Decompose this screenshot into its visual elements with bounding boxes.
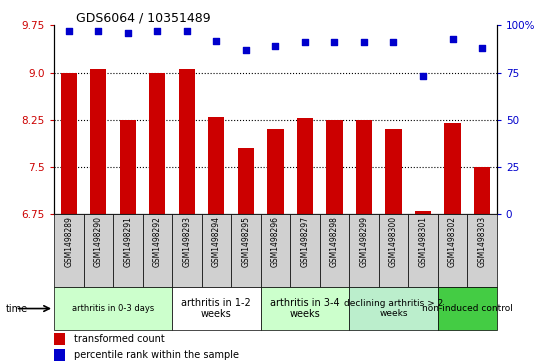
Point bbox=[448, 36, 457, 41]
Text: GSM1498297: GSM1498297 bbox=[300, 216, 309, 267]
Text: transformed count: transformed count bbox=[74, 334, 165, 344]
Point bbox=[360, 40, 368, 45]
Text: GSM1498301: GSM1498301 bbox=[418, 216, 428, 267]
Point bbox=[418, 73, 427, 79]
Text: GSM1498295: GSM1498295 bbox=[241, 216, 251, 267]
Text: GSM1498299: GSM1498299 bbox=[360, 216, 368, 267]
Point bbox=[94, 28, 103, 34]
Bar bbox=[54, 333, 65, 345]
Bar bbox=[290, 214, 320, 287]
Point bbox=[271, 43, 280, 49]
Text: GSM1498294: GSM1498294 bbox=[212, 216, 221, 267]
Bar bbox=[143, 214, 172, 287]
Point bbox=[301, 40, 309, 45]
Bar bbox=[297, 118, 313, 214]
Bar bbox=[349, 214, 379, 287]
Bar bbox=[467, 214, 497, 287]
Bar bbox=[172, 214, 201, 287]
Bar bbox=[474, 167, 490, 214]
Point bbox=[241, 47, 250, 53]
Bar bbox=[326, 120, 342, 214]
Text: GDS6064 / 10351489: GDS6064 / 10351489 bbox=[76, 11, 211, 24]
Point bbox=[124, 30, 132, 36]
Text: GSM1498298: GSM1498298 bbox=[330, 216, 339, 267]
Bar bbox=[408, 214, 438, 287]
Bar bbox=[261, 214, 290, 287]
Bar bbox=[238, 148, 254, 214]
Bar bbox=[149, 73, 165, 214]
Bar bbox=[386, 129, 402, 214]
Bar bbox=[349, 287, 438, 330]
Bar bbox=[444, 123, 461, 214]
Bar bbox=[60, 73, 77, 214]
Bar bbox=[379, 214, 408, 287]
Point bbox=[183, 28, 191, 34]
Bar bbox=[120, 120, 136, 214]
Text: GSM1498291: GSM1498291 bbox=[123, 216, 132, 267]
Bar bbox=[172, 287, 261, 330]
Bar bbox=[356, 120, 372, 214]
Bar bbox=[415, 211, 431, 214]
Text: GSM1498293: GSM1498293 bbox=[183, 216, 191, 267]
Text: GSM1498296: GSM1498296 bbox=[271, 216, 280, 267]
Bar bbox=[208, 117, 225, 214]
Text: GSM1498292: GSM1498292 bbox=[153, 216, 162, 267]
Text: percentile rank within the sample: percentile rank within the sample bbox=[74, 350, 239, 360]
Point bbox=[212, 38, 221, 44]
Point bbox=[478, 45, 487, 51]
Text: GSM1498289: GSM1498289 bbox=[64, 216, 73, 267]
Bar bbox=[261, 287, 349, 330]
Bar bbox=[438, 214, 467, 287]
Point bbox=[153, 28, 161, 34]
Text: GSM1498300: GSM1498300 bbox=[389, 216, 398, 268]
Point bbox=[330, 40, 339, 45]
Text: time: time bbox=[5, 303, 28, 314]
Bar bbox=[438, 287, 497, 330]
Text: arthritis in 1-2
weeks: arthritis in 1-2 weeks bbox=[181, 298, 251, 319]
Point bbox=[64, 28, 73, 34]
Bar bbox=[267, 129, 284, 214]
Bar bbox=[113, 214, 143, 287]
Bar bbox=[54, 287, 172, 330]
Text: arthritis in 3-4
weeks: arthritis in 3-4 weeks bbox=[270, 298, 340, 319]
Bar bbox=[320, 214, 349, 287]
Text: GSM1498302: GSM1498302 bbox=[448, 216, 457, 267]
Text: declining arthritis > 2
weeks: declining arthritis > 2 weeks bbox=[344, 299, 443, 318]
Text: GSM1498303: GSM1498303 bbox=[477, 216, 487, 268]
Bar bbox=[84, 214, 113, 287]
Text: non-induced control: non-induced control bbox=[422, 304, 512, 313]
Point bbox=[389, 40, 398, 45]
Text: GSM1498290: GSM1498290 bbox=[94, 216, 103, 267]
Bar bbox=[54, 214, 84, 287]
Bar bbox=[179, 69, 195, 214]
Text: arthritis in 0-3 days: arthritis in 0-3 days bbox=[72, 304, 154, 313]
Bar bbox=[201, 214, 231, 287]
Bar bbox=[231, 214, 261, 287]
Bar bbox=[90, 69, 106, 214]
Bar bbox=[54, 349, 65, 362]
